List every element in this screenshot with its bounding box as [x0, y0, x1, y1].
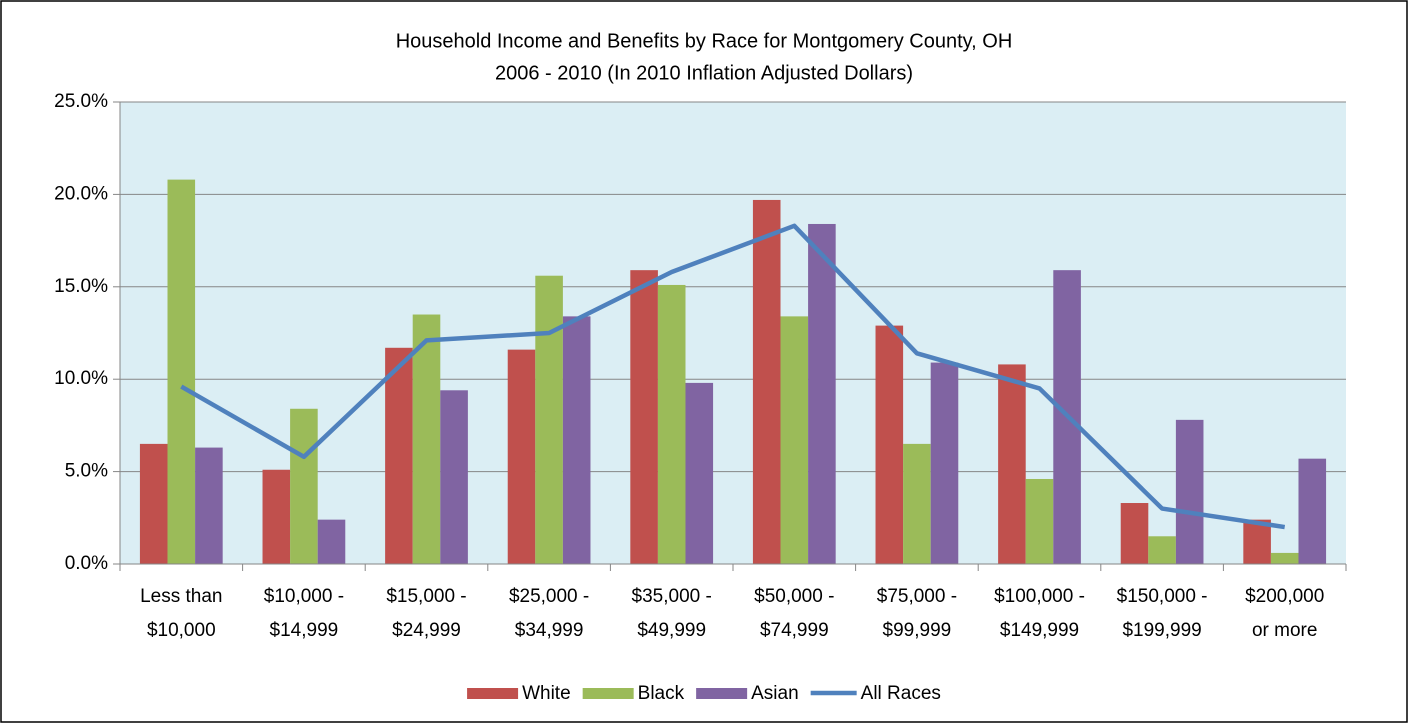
bar: [167, 179, 196, 564]
x-tick-label: $34,999: [515, 620, 584, 641]
legend-label: Black: [638, 683, 685, 704]
x-tick-label: $35,000 -: [632, 586, 712, 607]
legend-swatch: [696, 688, 748, 699]
chart-title: Household Income and Benefits by Race fo…: [396, 30, 1013, 52]
bar: [1298, 458, 1327, 564]
y-tick-label: 20.0%: [54, 183, 108, 204]
x-tick-label: $75,000 -: [877, 586, 957, 607]
x-tick-label: $49,999: [637, 620, 706, 641]
bar: [903, 443, 931, 564]
bar: [385, 347, 413, 564]
legend-swatch: [582, 688, 634, 699]
bar: [290, 408, 318, 564]
x-tick-label: $150,000 -: [1117, 586, 1208, 607]
bar: [535, 275, 563, 564]
bar: [685, 382, 714, 564]
x-tick-label: $74,999: [760, 620, 829, 641]
legend-label: White: [522, 683, 571, 704]
y-tick-label: 5.0%: [65, 461, 108, 482]
bar: [1025, 478, 1054, 564]
bar: [1175, 419, 1204, 564]
x-tick-label: $10,000 -: [264, 586, 344, 607]
bar: [780, 316, 809, 564]
y-tick-label: 10.0%: [54, 368, 108, 389]
bar: [562, 316, 591, 564]
bar: [317, 519, 346, 564]
legend-label: All Races: [861, 683, 941, 704]
legend-label: Asian: [751, 683, 799, 704]
x-tick-label: $50,000 -: [754, 586, 834, 607]
legend-swatch: [467, 688, 519, 699]
x-tick-label: $199,999: [1122, 620, 1201, 641]
x-tick-label: $200,000: [1245, 586, 1324, 607]
bar: [412, 314, 441, 564]
bar: [1148, 536, 1176, 564]
bar: [1243, 519, 1271, 564]
chart-subtitle: 2006 - 2010 (In 2010 Inflation Adjusted …: [495, 62, 913, 84]
bar: [752, 199, 781, 564]
x-tick-label: $100,000 -: [994, 586, 1085, 607]
x-tick-label: Less than: [140, 586, 222, 607]
bar: [262, 469, 291, 564]
x-tick-label: $15,000 -: [386, 586, 466, 607]
bar: [630, 270, 658, 564]
bar: [139, 443, 168, 564]
bar: [440, 390, 468, 564]
bar: [930, 362, 959, 564]
x-tick-label: $99,999: [883, 620, 952, 641]
bar: [998, 364, 1026, 564]
bar: [507, 349, 536, 564]
bar: [1120, 503, 1149, 564]
line: [180, 223, 1286, 530]
x-tick-label: $24,999: [392, 620, 461, 641]
bar: [808, 223, 836, 564]
y-tick-label: 0.0%: [65, 553, 108, 574]
bar: [1270, 552, 1299, 564]
bar: [195, 447, 223, 564]
bar: [657, 284, 686, 564]
bar: [875, 325, 904, 564]
x-tick-label: $14,999: [270, 620, 339, 641]
x-tick-label: or more: [1252, 620, 1317, 641]
y-tick-label: 15.0%: [54, 276, 108, 297]
y-tick-label: 25.0%: [54, 91, 108, 112]
x-tick-label: $149,999: [1000, 620, 1079, 641]
x-tick-label: $10,000: [147, 620, 216, 641]
x-tick-label: $25,000 -: [509, 586, 589, 607]
